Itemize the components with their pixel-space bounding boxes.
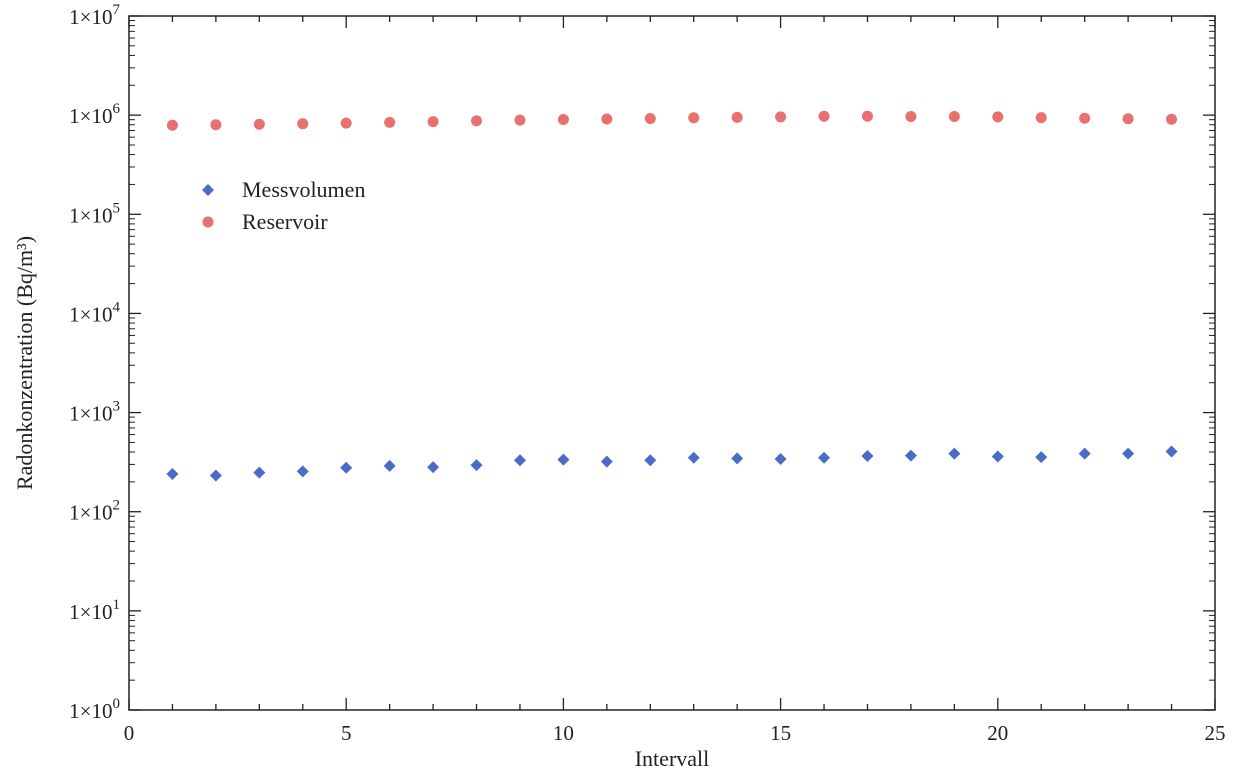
data-point-reservoir (514, 114, 526, 126)
series-reservoir (166, 110, 1178, 131)
x-axis-title: Intervall (635, 746, 710, 771)
data-point-messvolumen (687, 451, 700, 464)
plot-area-frame (128, 15, 1216, 711)
data-point-reservoir (775, 111, 787, 123)
legend-label-reservoir: Reservoir (242, 209, 328, 234)
y-tick-label: 1×104 (69, 299, 120, 326)
data-point-messvolumen (340, 461, 353, 474)
legend-marker-messvolumen (202, 184, 214, 196)
y-axis-title: Radonkonzentration (Bq/m³) (12, 236, 37, 490)
data-point-reservoir (1079, 112, 1091, 124)
data-point-reservoir (1035, 112, 1047, 124)
data-point-reservoir (818, 110, 830, 122)
data-point-reservoir (731, 111, 743, 123)
y-tick-label: 1×100 (69, 696, 120, 723)
data-point-reservoir (166, 119, 178, 131)
data-point-messvolumen (470, 459, 483, 472)
data-point-reservoir (905, 110, 917, 122)
data-point-messvolumen (904, 449, 917, 462)
y-tick-label: 1×107 (69, 2, 120, 29)
data-point-reservoir (427, 116, 439, 128)
data-point-messvolumen (383, 459, 396, 472)
x-tick-label: 0 (124, 721, 135, 745)
data-point-messvolumen (774, 453, 787, 466)
x-tick-label: 5 (341, 721, 352, 745)
data-point-reservoir (644, 112, 656, 124)
y-tick-label: 1×102 (69, 498, 120, 525)
series-messvolumen (166, 445, 1178, 482)
y-tick-label: 1×105 (69, 200, 120, 227)
data-point-reservoir (340, 117, 352, 129)
x-tick-labels: 0 5 10 15 20 25 (124, 721, 1226, 745)
data-point-reservoir (992, 111, 1004, 123)
data-point-messvolumen (644, 454, 657, 467)
x-tick-label: 20 (987, 721, 1008, 745)
legend-marker-reservoir (202, 216, 214, 228)
data-point-reservoir (297, 118, 309, 130)
data-point-reservoir (253, 118, 265, 130)
data-point-messvolumen (731, 452, 744, 465)
y-tick-label: 1×101 (69, 597, 120, 624)
legend: Messvolumen Reservoir (202, 177, 365, 234)
data-point-messvolumen (209, 469, 222, 482)
legend-label-messvolumen: Messvolumen (242, 177, 365, 202)
y-tick-labels: 1×100 1×101 1×102 1×103 1×104 1×105 1×106 1×107 (69, 2, 120, 723)
y-tick-label: 1×106 (69, 101, 120, 128)
x-tick-label: 15 (770, 721, 791, 745)
data-point-reservoir (557, 113, 569, 125)
data-point-reservoir (1166, 113, 1178, 125)
data-point-messvolumen (818, 451, 831, 464)
data-point-reservoir (1122, 113, 1134, 125)
data-point-messvolumen (600, 455, 613, 468)
data-point-messvolumen (557, 453, 570, 466)
data-point-messvolumen (1165, 445, 1178, 458)
data-point-reservoir (210, 119, 222, 131)
data-point-messvolumen (166, 468, 179, 481)
data-point-messvolumen (296, 465, 309, 478)
data-point-messvolumen (861, 449, 874, 462)
data-point-reservoir (861, 110, 873, 122)
data-point-messvolumen (1078, 447, 1091, 460)
x-tick-label: 25 (1205, 721, 1226, 745)
x-tick-label: 10 (553, 721, 574, 745)
data-point-messvolumen (253, 466, 266, 479)
data-point-messvolumen (513, 454, 526, 467)
data-point-messvolumen (991, 450, 1004, 463)
axis-ticks (128, 15, 1216, 711)
data-point-messvolumen (948, 447, 961, 460)
data-point-reservoir (688, 112, 700, 124)
data-point-reservoir (601, 113, 613, 125)
data-points (166, 110, 1178, 482)
data-point-reservoir (384, 116, 396, 128)
data-point-messvolumen (1122, 447, 1135, 460)
data-point-reservoir (471, 115, 483, 127)
data-point-messvolumen (1035, 451, 1048, 464)
y-tick-label: 1×103 (69, 399, 120, 426)
data-point-messvolumen (427, 461, 440, 474)
data-point-reservoir (948, 110, 960, 122)
